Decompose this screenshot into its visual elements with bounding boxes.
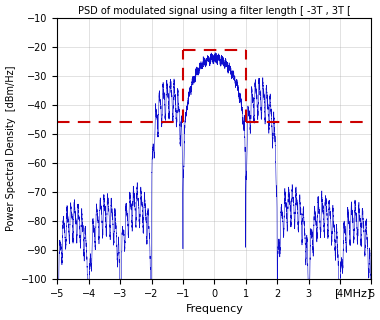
Title: PSD of modulated signal using a filter length [ -3T , 3T [: PSD of modulated signal using a filter l… bbox=[78, 5, 351, 16]
Text: [ MHz]: [ MHz] bbox=[335, 288, 371, 298]
Y-axis label: Power Spectral Density  [dBm/Hz]: Power Spectral Density [dBm/Hz] bbox=[6, 66, 16, 231]
X-axis label: Frequency: Frequency bbox=[185, 304, 243, 315]
